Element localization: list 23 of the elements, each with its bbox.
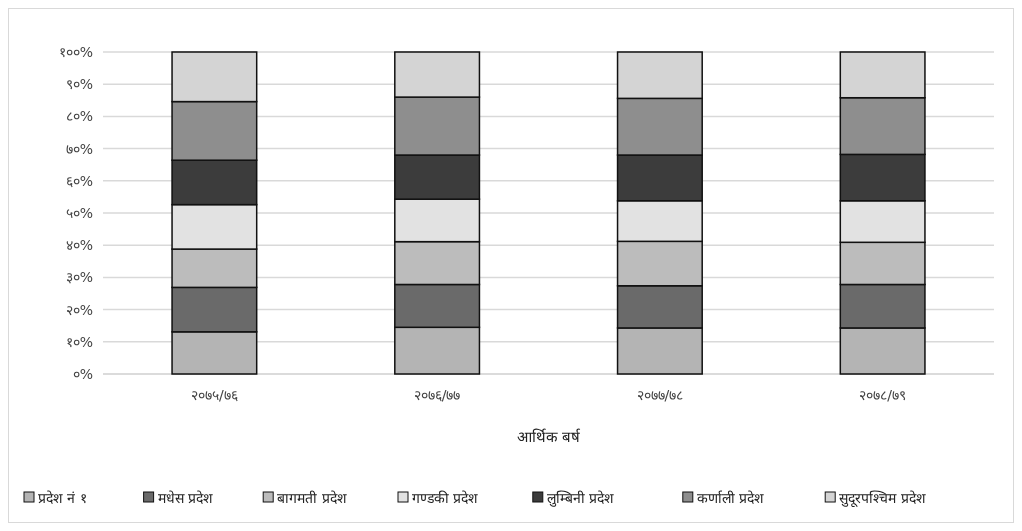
y-tick-label: ६०%: [65, 172, 93, 189]
legend-label: गण्डकी प्रदेश: [412, 489, 479, 506]
y-tick-label: १००%: [58, 43, 93, 60]
y-tick-label: १०%: [65, 333, 93, 350]
y-tick-label: ८०%: [65, 108, 93, 125]
x-axis-title: आर्थिक बर्ष: [516, 428, 582, 446]
x-tick-label: २०७८/७९: [859, 387, 906, 403]
legend-label: लुम्बिनी प्रदेश: [546, 489, 615, 507]
x-tick-label: २०७५/७६: [191, 387, 238, 403]
legend-label: मधेस प्रदेश: [157, 489, 214, 506]
x-tick-label: २०७७/७८: [636, 387, 684, 403]
y-tick-label: ०%: [72, 365, 93, 382]
y-tick-label: ७०%: [65, 140, 93, 157]
legend-label: सुदूरपश्चिम प्रदेश: [839, 489, 926, 508]
legend-label: बागमती प्रदेश: [277, 489, 347, 506]
x-tick-label: २०७६/७७: [413, 387, 461, 403]
y-tick-label: ४०%: [65, 237, 93, 254]
legend-label: कर्णाली प्रदेश: [696, 489, 765, 506]
y-tick-label: ५०%: [65, 204, 93, 221]
y-tick-label: ३०%: [65, 269, 93, 286]
y-tick-label: २०%: [65, 301, 93, 318]
legend-label: प्रदेश नं १: [38, 489, 87, 506]
y-tick-label: ९०%: [65, 76, 93, 93]
